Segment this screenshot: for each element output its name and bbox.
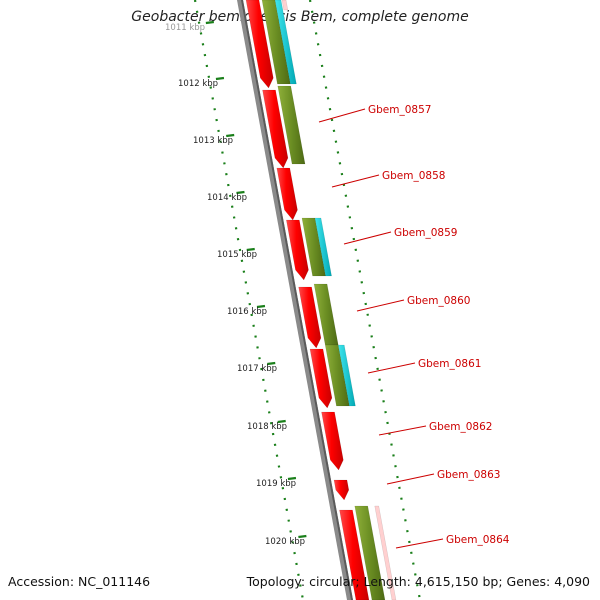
gene-leader-line xyxy=(318,108,366,123)
feature-olive-block xyxy=(354,505,386,600)
gene-leader-line xyxy=(331,174,380,188)
gene-label[interactable]: Gbem_0862 xyxy=(429,421,492,433)
feature-olive-block xyxy=(277,85,306,165)
cds-arrow xyxy=(321,411,344,471)
gene-label[interactable]: Gbem_0864 xyxy=(446,534,510,546)
gene-leader-line xyxy=(386,473,435,485)
cds-arrow xyxy=(286,219,309,281)
ruler-label: 1014 kbp xyxy=(207,193,247,203)
ruler-tick xyxy=(298,534,307,539)
cds-arrow xyxy=(262,89,289,169)
ruler-tick xyxy=(246,247,255,252)
ruler-label: 1016 kbp xyxy=(227,307,267,317)
feature-cyan-block xyxy=(314,217,332,277)
cds-arrow xyxy=(245,0,274,89)
ruler-tick xyxy=(287,476,297,481)
cds-arrow xyxy=(333,479,350,501)
ruler-label: 1020 kbp xyxy=(265,537,305,547)
ruler-tick xyxy=(236,190,245,195)
gene-label[interactable]: Gbem_0858 xyxy=(382,170,445,182)
gene-label[interactable]: Gbem_0859 xyxy=(394,227,457,239)
cds-arrow xyxy=(309,348,333,409)
map-title: Geobacter bemidjiensis Bem, complete gen… xyxy=(131,9,469,25)
feature-accent xyxy=(281,0,289,11)
gene-leader-line xyxy=(356,299,405,312)
gene-leader-line xyxy=(378,425,427,436)
gene-label[interactable]: Gbem_0857 xyxy=(368,104,431,116)
feature-track xyxy=(245,0,397,600)
ruler-tick xyxy=(205,20,214,25)
gene-leader-line xyxy=(367,362,416,374)
gene-leader-line xyxy=(395,538,444,549)
ruler: 1011 kbp 1012 kbp 1013 kbp 1014 kbp 1015 kbp… xyxy=(165,0,307,600)
ruler-label: 1013 kbp xyxy=(193,136,233,146)
ruler-label: 1012 kbp xyxy=(178,79,218,89)
gene-leader-line xyxy=(343,231,392,245)
ruler-tick xyxy=(267,361,276,366)
ruler-tick xyxy=(215,76,225,81)
cds-arrow xyxy=(298,286,322,349)
ruler-label: 1017 kbp xyxy=(237,364,277,374)
gene-label[interactable]: Gbem_0860 xyxy=(407,295,470,307)
cds-arrow xyxy=(339,509,370,600)
gene-label[interactable]: Gbem_0861 xyxy=(418,358,481,370)
ruler-label: 1018 kbp xyxy=(247,422,287,432)
ruler-label: 1019 kbp xyxy=(256,479,296,489)
ruler-tick xyxy=(277,419,286,424)
gene-labels: Gbem_0857 Gbem_0858 Gbem_0859 Gbem_0860 Gbem… xyxy=(318,104,510,549)
ruler-label: 1015 kbp xyxy=(217,250,257,260)
feature-accent xyxy=(374,505,397,600)
feature-cyan-block xyxy=(337,344,356,407)
cds-arrow xyxy=(276,167,298,221)
genome-summary: Topology: circular; Length: 4,615,150 bp… xyxy=(246,574,590,589)
ruler-label: 1011 kbp xyxy=(165,23,205,33)
ruler-tick xyxy=(226,133,235,138)
accession-text: Accession: NC_011146 xyxy=(8,574,151,589)
ruler-tick xyxy=(256,304,266,309)
gene-label[interactable]: Gbem_0863 xyxy=(437,469,500,481)
feature-cyan-block xyxy=(274,0,297,85)
